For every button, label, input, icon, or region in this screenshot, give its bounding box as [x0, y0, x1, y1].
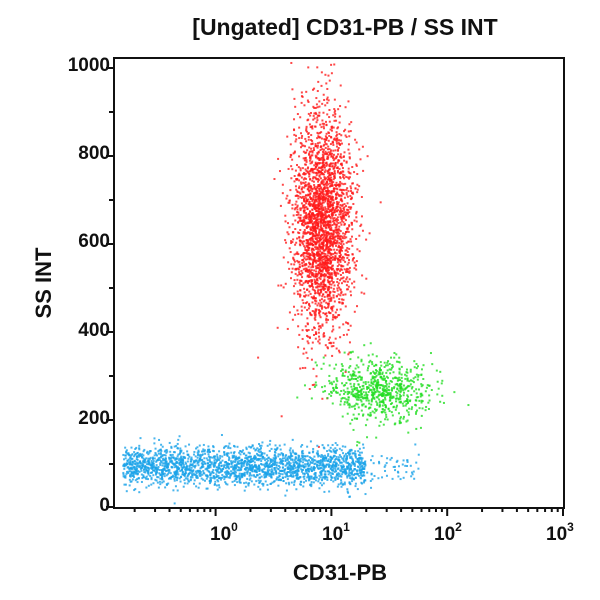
x-axis-label: CD31-PB: [292, 560, 388, 585]
y-tick-200: 200: [78, 408, 110, 429]
plot-area: [113, 57, 565, 509]
y-tick-400: 400: [78, 320, 110, 341]
x-tick-10e1: 101: [322, 520, 350, 545]
y-tick-800: 800: [78, 143, 110, 164]
y-tick-600: 600: [78, 231, 110, 252]
x-tick-10e2: 102: [434, 520, 462, 545]
x-tick-10e3: 103: [546, 520, 574, 545]
x-tick-10e0: 100: [210, 520, 238, 545]
y-tick-1000: 1000: [67, 55, 110, 76]
y-tick-0: 0: [99, 495, 110, 516]
chart-title: [Ungated] CD31-PB / SS INT: [192, 14, 498, 40]
scatter-points: [122, 61, 470, 505]
